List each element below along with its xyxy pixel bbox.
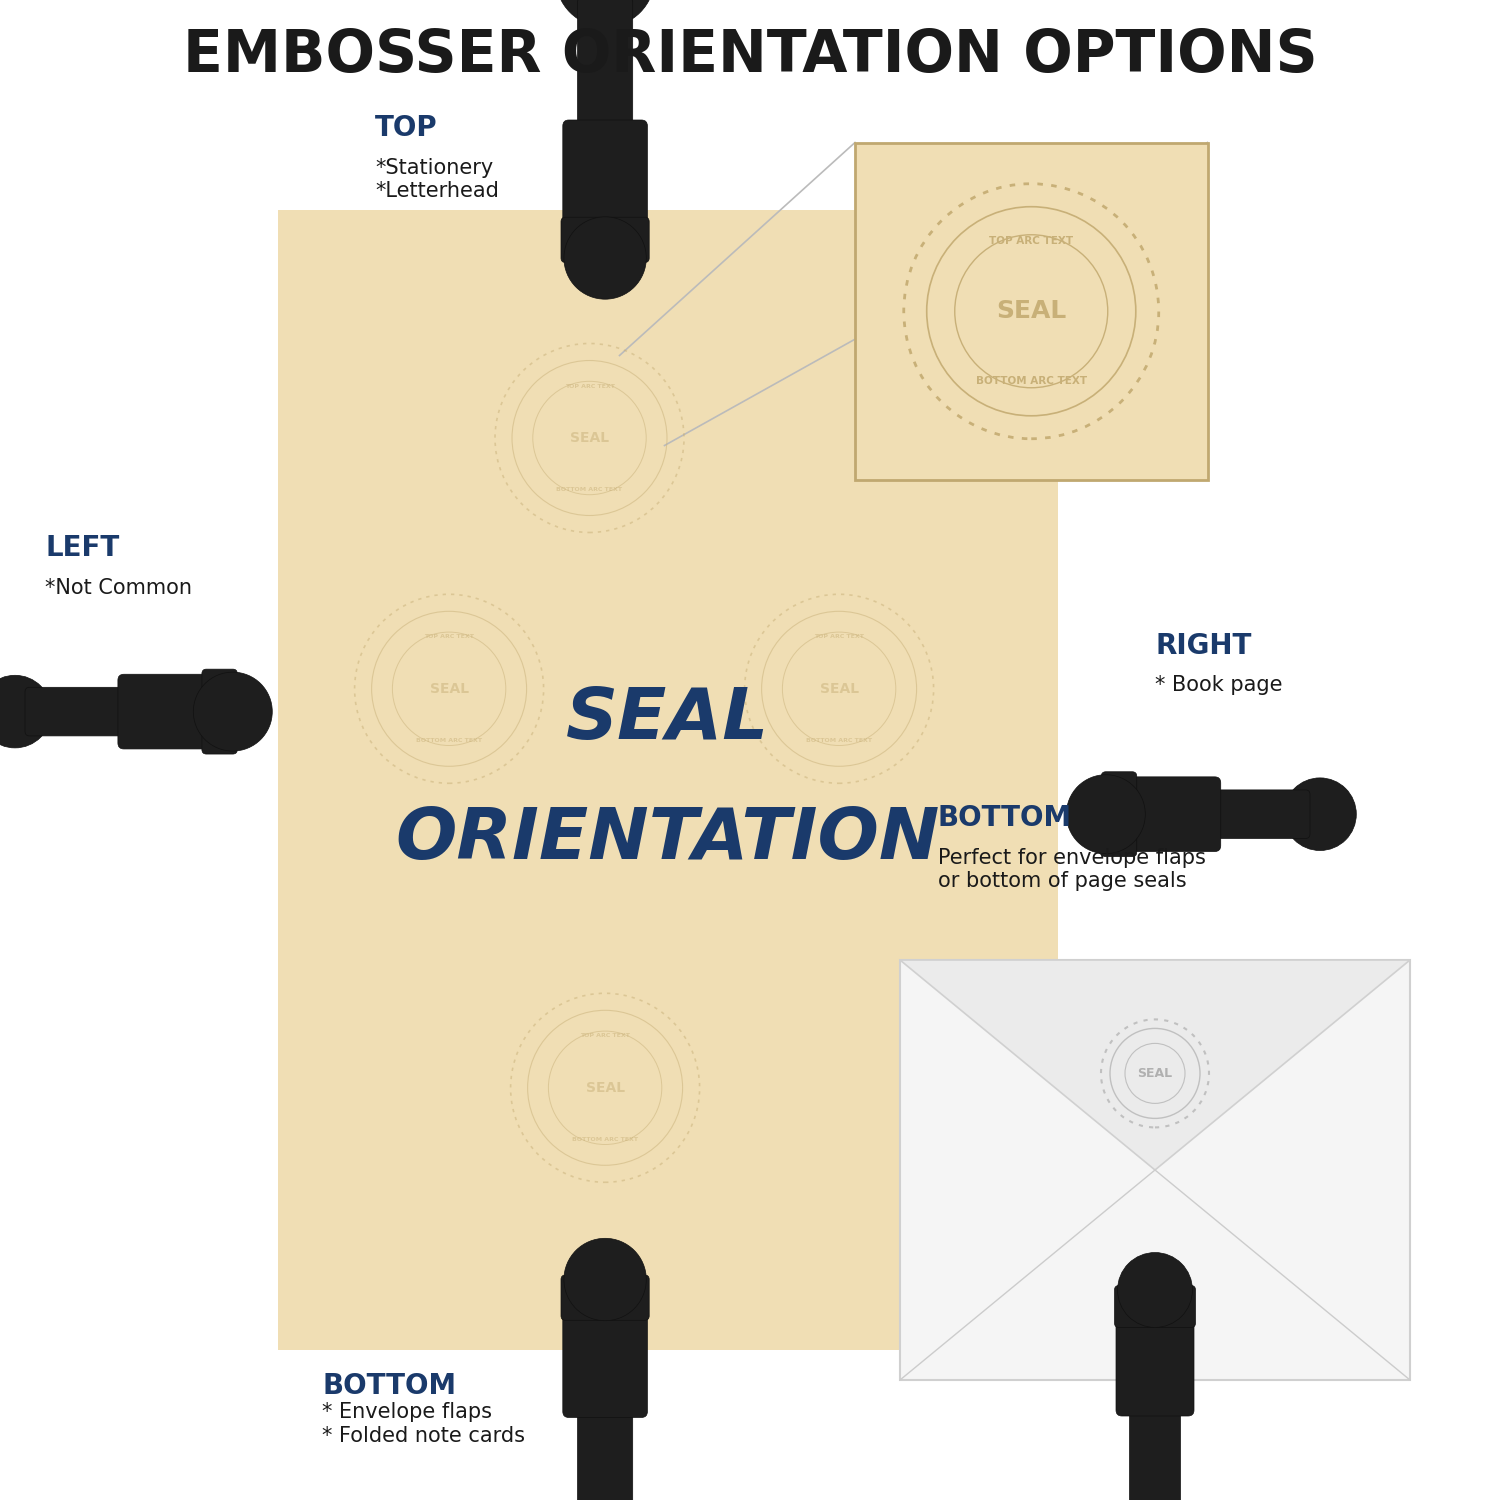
FancyBboxPatch shape	[1126, 777, 1221, 852]
Polygon shape	[900, 960, 1410, 1170]
Text: RIGHT: RIGHT	[1155, 632, 1251, 660]
Circle shape	[194, 672, 273, 752]
FancyBboxPatch shape	[202, 669, 237, 754]
FancyBboxPatch shape	[1101, 772, 1137, 856]
FancyBboxPatch shape	[578, 0, 633, 130]
Text: EMBOSSER ORIENTATION OPTIONS: EMBOSSER ORIENTATION OPTIONS	[183, 27, 1317, 84]
FancyBboxPatch shape	[855, 142, 1208, 480]
Text: BOTTOM ARC TEXT: BOTTOM ARC TEXT	[572, 1137, 638, 1143]
Text: BOTTOM: BOTTOM	[322, 1372, 456, 1401]
FancyBboxPatch shape	[1116, 1317, 1194, 1416]
Text: SEAL: SEAL	[429, 682, 468, 696]
FancyBboxPatch shape	[118, 675, 213, 748]
Text: BOTTOM ARC TEXT: BOTTOM ARC TEXT	[416, 738, 482, 744]
Text: SEAL: SEAL	[996, 298, 1066, 322]
Text: * Book page: * Book page	[1155, 675, 1282, 694]
Text: *Not Common: *Not Common	[45, 578, 192, 597]
FancyBboxPatch shape	[26, 687, 124, 736]
Text: BOTTOM: BOTTOM	[938, 804, 1071, 832]
Circle shape	[555, 0, 654, 27]
FancyBboxPatch shape	[561, 1275, 650, 1320]
Text: *Stationery
*Letterhead: *Stationery *Letterhead	[375, 158, 500, 201]
Text: SEAL: SEAL	[585, 1082, 624, 1095]
FancyBboxPatch shape	[900, 960, 1410, 1380]
Circle shape	[564, 217, 646, 298]
Text: Perfect for envelope flaps
or bottom of page seals: Perfect for envelope flaps or bottom of …	[938, 847, 1206, 891]
Text: TOP ARC TEXT: TOP ARC TEXT	[988, 236, 1074, 246]
Text: TOP ARC TEXT: TOP ARC TEXT	[564, 384, 615, 388]
Circle shape	[1284, 778, 1356, 850]
FancyBboxPatch shape	[1130, 1406, 1180, 1500]
Text: SEAL: SEAL	[570, 430, 609, 445]
Circle shape	[1118, 1252, 1192, 1328]
Text: ORIENTATION: ORIENTATION	[396, 806, 939, 874]
Text: TOP ARC TEXT: TOP ARC TEXT	[424, 634, 474, 639]
Text: BOTTOM ARC TEXT: BOTTOM ARC TEXT	[556, 488, 622, 492]
Text: SEAL: SEAL	[819, 682, 858, 696]
Circle shape	[0, 675, 51, 748]
Text: BOTTOM ARC TEXT: BOTTOM ARC TEXT	[806, 738, 871, 744]
FancyBboxPatch shape	[562, 1310, 648, 1418]
Text: LEFT: LEFT	[45, 534, 120, 562]
FancyBboxPatch shape	[1114, 1286, 1196, 1328]
Text: TOP: TOP	[375, 114, 438, 142]
FancyBboxPatch shape	[278, 210, 1058, 1350]
Circle shape	[564, 1239, 646, 1320]
FancyBboxPatch shape	[578, 1407, 633, 1500]
Text: BOTTOM ARC TEXT: BOTTOM ARC TEXT	[975, 376, 1088, 387]
Text: SEAL: SEAL	[1137, 1066, 1173, 1080]
Circle shape	[1066, 774, 1146, 853]
Text: TOP ARC TEXT: TOP ARC TEXT	[815, 634, 864, 639]
Text: TOP ARC TEXT: TOP ARC TEXT	[580, 1034, 630, 1038]
Text: * Envelope flaps
* Folded note cards: * Envelope flaps * Folded note cards	[322, 1402, 525, 1446]
FancyBboxPatch shape	[1210, 790, 1310, 838]
Text: SEAL: SEAL	[566, 686, 770, 754]
FancyBboxPatch shape	[562, 120, 648, 228]
FancyBboxPatch shape	[561, 217, 650, 262]
